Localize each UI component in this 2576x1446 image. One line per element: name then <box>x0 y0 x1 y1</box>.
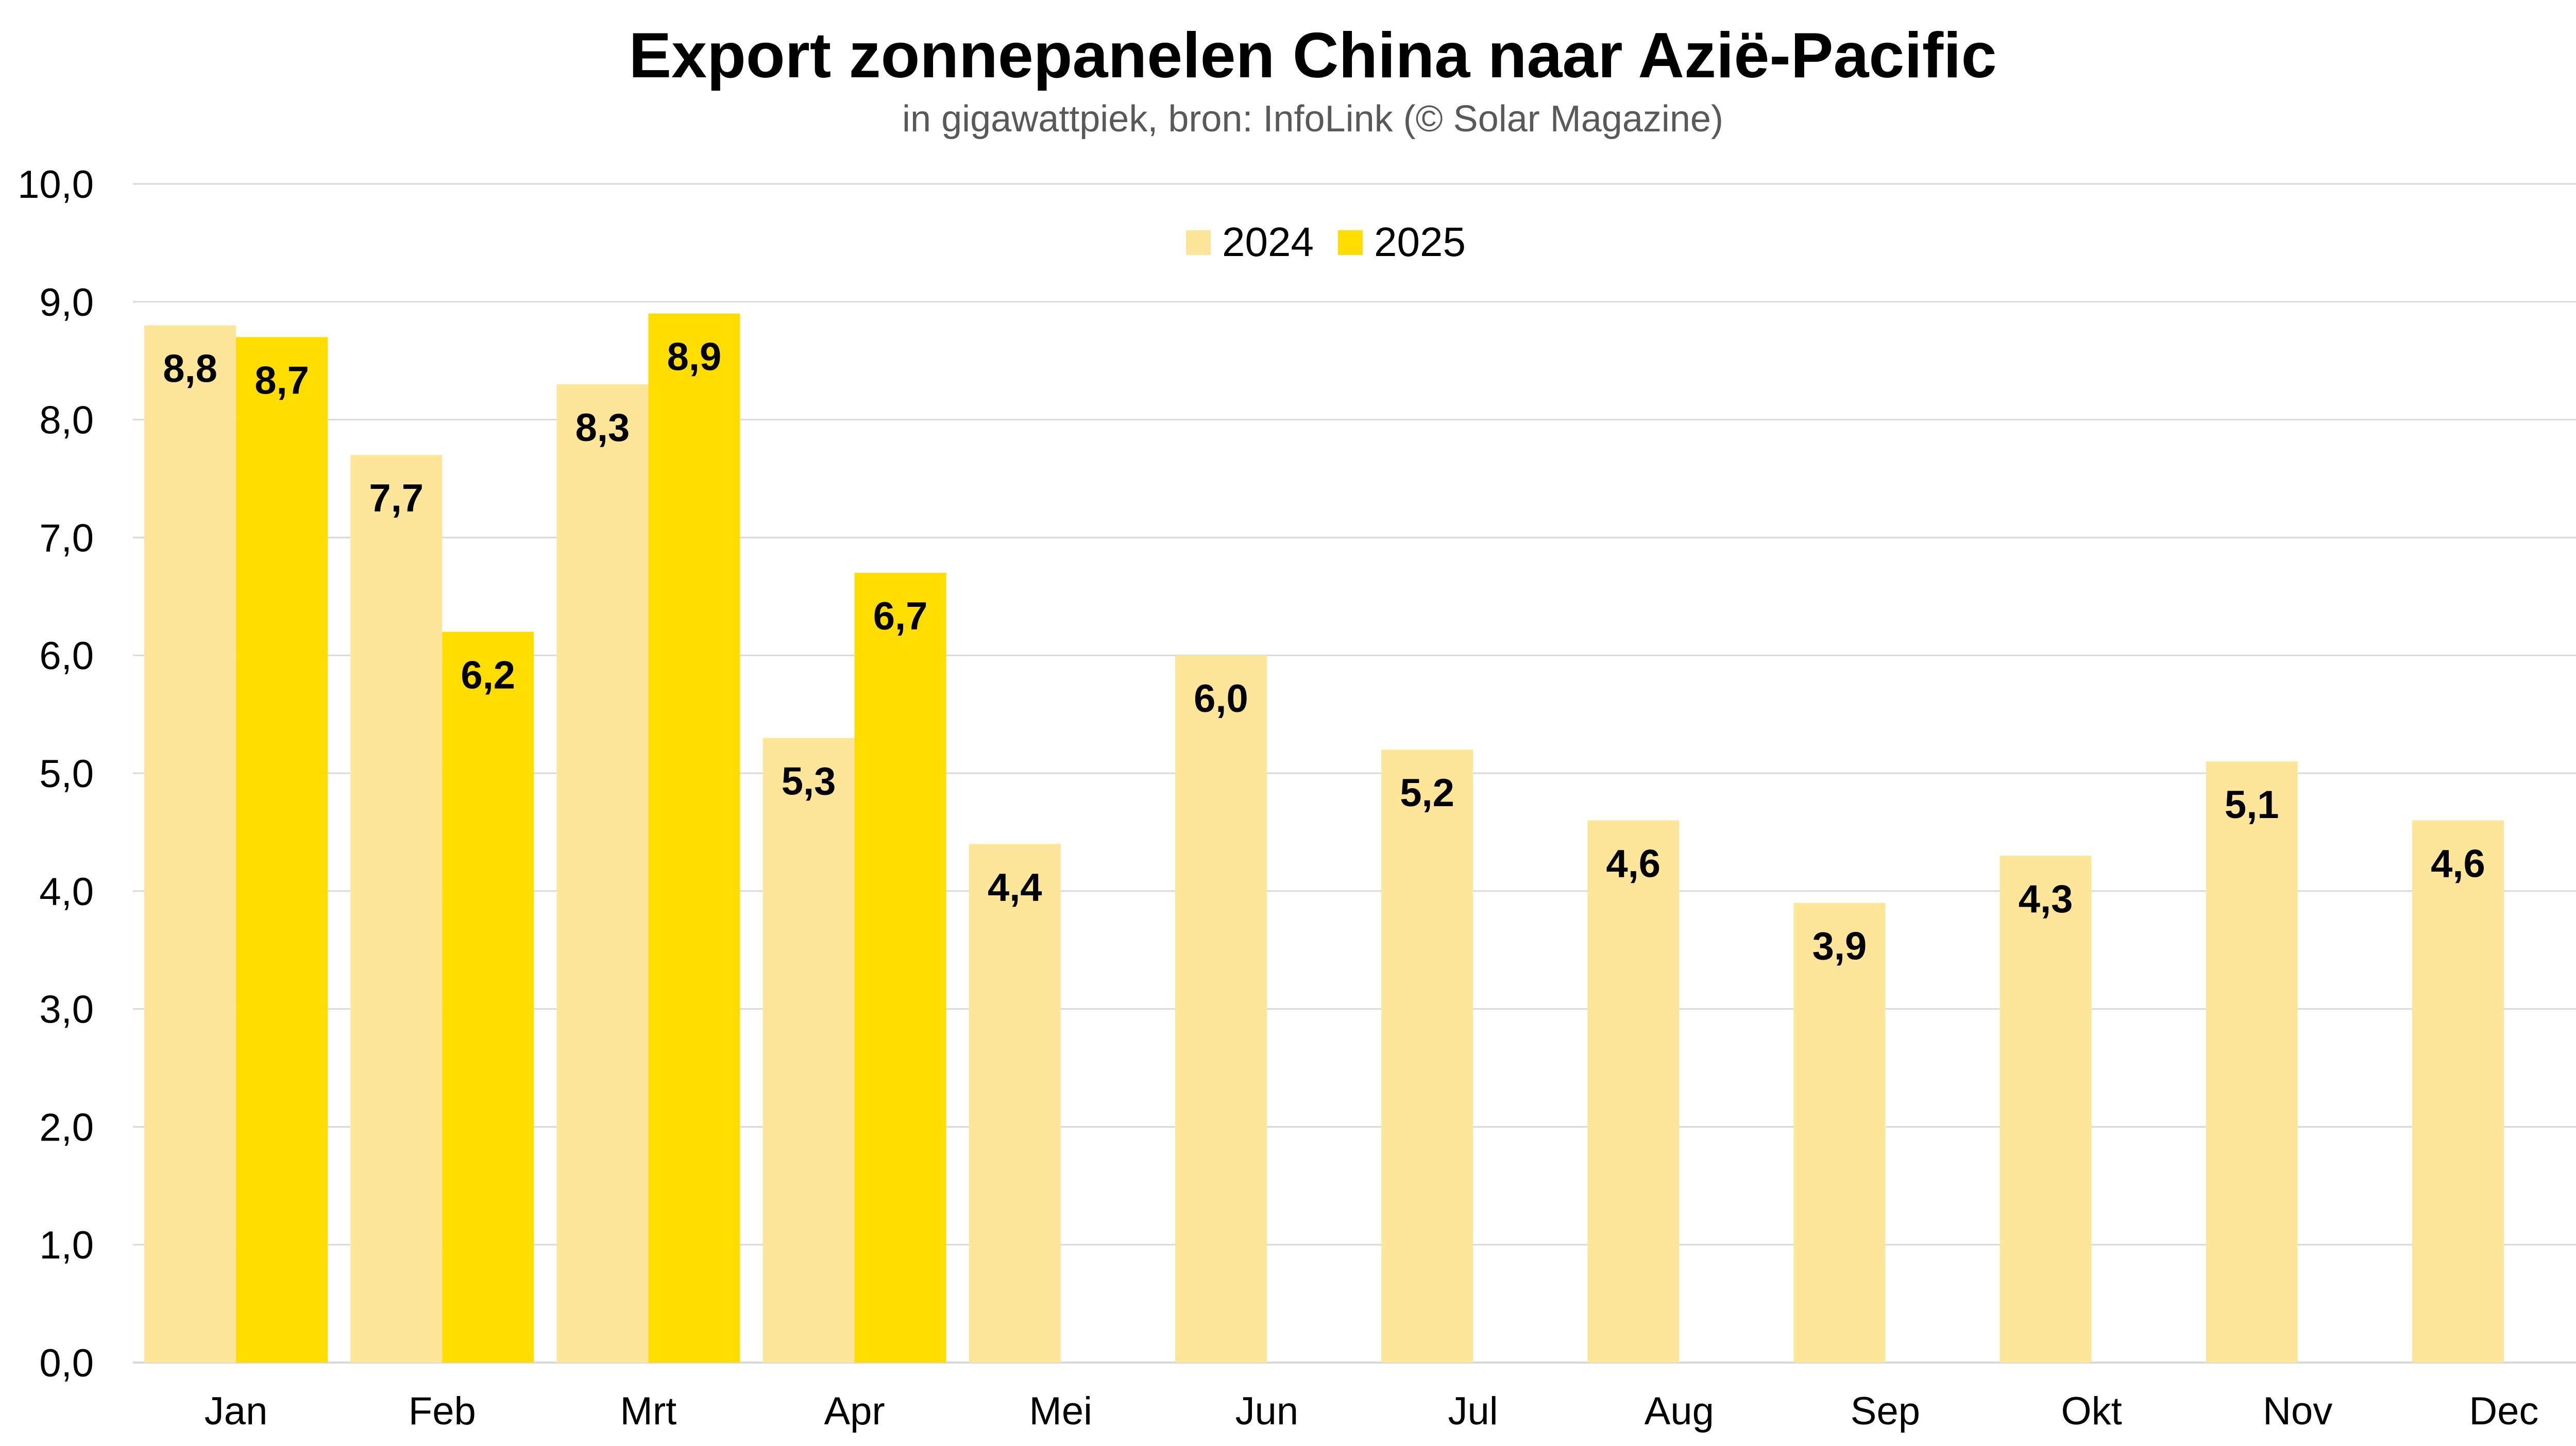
data-label-2024-jun: 6,0 <box>1194 677 1248 721</box>
y-tick-label: 3,0 <box>39 988 94 1032</box>
bar-2025-apr <box>854 573 946 1363</box>
data-label-2024-dec: 4,6 <box>2431 842 2485 886</box>
x-tick-label: Jan <box>205 1389 268 1433</box>
bar-2024-aug <box>1587 820 1680 1363</box>
legend: 2024 2025 <box>1186 219 1466 265</box>
data-label-2024-feb: 7,7 <box>369 477 423 520</box>
bar-2024-apr <box>762 738 855 1363</box>
bar-2024-okt <box>1999 856 2092 1363</box>
data-label-2025-apr: 6,7 <box>873 594 928 638</box>
legend-swatch-2025 <box>1338 230 1363 255</box>
data-label-2024-sep: 3,9 <box>1812 925 1867 968</box>
bar-2024-feb <box>350 455 443 1363</box>
x-tick-label: Apr <box>824 1389 885 1433</box>
bar-2025-mrt <box>648 313 740 1363</box>
bar-2024-jan <box>144 325 236 1363</box>
y-tick-label: 8,0 <box>39 399 94 443</box>
data-labels: 8,8 8,7 7,7 6,2 8,3 8,9 5,3 6,7 4,4 6,0 5,2 4,6 3,9 4… <box>163 335 2485 968</box>
x-tick-label: Jul <box>1448 1389 1498 1433</box>
bar-2024-mei <box>969 844 1061 1363</box>
x-tick-label: Aug <box>1645 1389 1714 1433</box>
data-label-2024-mei: 4,4 <box>988 865 1042 909</box>
bar-2024-mrt <box>556 384 649 1363</box>
chart-title: Export zonnepanelen China naar Azië-Paci… <box>629 20 1996 91</box>
chart-subtitle: in gigawattpiek, bron: InfoLink (© Solar… <box>902 98 1723 140</box>
x-tick-label: Mei <box>1029 1389 1092 1433</box>
x-tick-label: Sep <box>1851 1389 1920 1433</box>
data-label-2024-jul: 5,2 <box>1400 771 1454 815</box>
gridlines <box>133 183 2576 1364</box>
x-tick-label: Feb <box>409 1389 476 1433</box>
bar-2025-jan <box>236 337 328 1363</box>
x-tick-label: Nov <box>2263 1389 2332 1433</box>
x-tick-label: Jun <box>1235 1389 1299 1433</box>
data-label-2025-jan: 8,7 <box>255 359 309 402</box>
y-tick-label: 1,0 <box>39 1223 94 1267</box>
data-label-2024-aug: 4,6 <box>1606 842 1660 886</box>
data-label-2025-mrt: 8,9 <box>667 335 722 379</box>
y-tick-label: 5,0 <box>39 752 94 796</box>
legend-label-2024: 2024 <box>1222 219 1314 265</box>
y-axis-ticks: 0,0 1,0 2,0 3,0 4,0 5,0 6,0 7,0 8,0 9,0 10,0 <box>18 163 94 1385</box>
x-tick-label: Okt <box>2061 1389 2122 1433</box>
bars <box>144 313 2504 1363</box>
x-tick-label: Mrt <box>620 1389 677 1433</box>
bar-2024-jun <box>1175 655 1267 1363</box>
data-label-2024-mrt: 8,3 <box>575 406 630 450</box>
bar-2024-dec <box>2412 820 2504 1363</box>
data-label-2024-jan: 8,8 <box>163 347 217 391</box>
data-label-2024-apr: 5,3 <box>782 759 836 803</box>
y-tick-label: 6,0 <box>39 634 94 678</box>
y-tick-label: 9,0 <box>39 281 94 325</box>
legend-label-2025: 2025 <box>1374 219 1466 265</box>
bar-2024-nov <box>2206 761 2298 1363</box>
legend-swatch-2024 <box>1186 230 1211 255</box>
data-label-2024-nov: 5,1 <box>2225 783 2279 827</box>
y-tick-label: 2,0 <box>39 1105 94 1149</box>
data-label-2024-okt: 4,3 <box>2019 877 2073 921</box>
bar-2025-feb <box>442 632 534 1363</box>
y-tick-label: 0,0 <box>39 1341 94 1385</box>
data-label-2025-feb: 6,2 <box>461 653 515 697</box>
y-tick-label: 4,0 <box>39 870 94 914</box>
y-tick-label: 7,0 <box>39 516 94 560</box>
y-tick-label: 10,0 <box>18 163 94 207</box>
x-axis-ticks: Jan Feb Mrt Apr Mei Jun Jul Aug Sep Okt Nov Dec <box>205 1389 2539 1433</box>
bar-2024-sep <box>1793 903 1886 1363</box>
bar-2024-jul <box>1381 750 1473 1363</box>
x-tick-label: Dec <box>2469 1389 2538 1433</box>
